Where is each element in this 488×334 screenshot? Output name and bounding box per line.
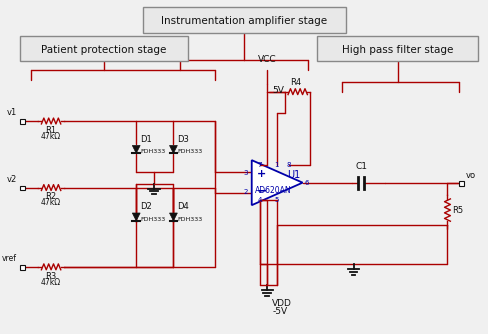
Text: R4: R4 [290, 78, 301, 87]
Text: High pass filter stage: High pass filter stage [342, 44, 453, 54]
Text: −: − [256, 185, 267, 198]
Text: vo: vo [466, 171, 476, 180]
Text: 47kΩ: 47kΩ [41, 198, 61, 207]
Text: vref: vref [2, 254, 17, 263]
Text: U1: U1 [287, 170, 300, 180]
Text: FDH333: FDH333 [177, 217, 203, 222]
Text: FDH333: FDH333 [177, 149, 203, 154]
Text: 1: 1 [274, 162, 279, 168]
Text: Instrumentation amplifier stage: Instrumentation amplifier stage [161, 16, 327, 26]
Text: 5: 5 [274, 197, 278, 203]
Text: -5V: -5V [272, 307, 287, 316]
Text: 4: 4 [257, 197, 262, 203]
Text: +: + [257, 169, 266, 179]
Text: AD620AN: AD620AN [255, 186, 291, 195]
Text: Patient protection stage: Patient protection stage [41, 44, 166, 54]
Text: C1: C1 [355, 162, 367, 171]
Polygon shape [132, 213, 140, 221]
Text: R5: R5 [452, 205, 464, 214]
Bar [459, 181, 464, 186]
Bar [20, 265, 25, 270]
Text: 7: 7 [257, 162, 262, 168]
Text: v1: v1 [7, 108, 17, 117]
Text: R1: R1 [45, 126, 57, 135]
Polygon shape [169, 213, 177, 221]
Text: VCC: VCC [258, 55, 277, 64]
Text: D4: D4 [177, 202, 189, 211]
Bar [20, 186, 25, 190]
Text: 47kΩ: 47kΩ [41, 278, 61, 287]
Text: R2: R2 [45, 192, 57, 201]
Text: FDH333: FDH333 [140, 149, 165, 154]
Text: D3: D3 [177, 135, 189, 144]
Text: D2: D2 [140, 202, 152, 211]
FancyBboxPatch shape [317, 36, 478, 61]
Polygon shape [252, 160, 303, 205]
Text: VDD: VDD [272, 299, 292, 308]
Text: D1: D1 [140, 135, 152, 144]
Text: 8: 8 [286, 162, 291, 168]
Text: v2: v2 [7, 175, 17, 184]
Text: 2: 2 [244, 189, 248, 195]
FancyBboxPatch shape [20, 36, 188, 61]
Bar [20, 119, 25, 124]
Text: 3: 3 [244, 170, 248, 176]
Text: R3: R3 [45, 272, 57, 281]
FancyBboxPatch shape [143, 7, 346, 33]
Text: FDH333: FDH333 [140, 217, 165, 222]
Text: 47kΩ: 47kΩ [41, 132, 61, 141]
Text: 6: 6 [305, 180, 309, 186]
Polygon shape [169, 146, 177, 153]
Polygon shape [132, 146, 140, 153]
Text: 5V: 5V [272, 86, 284, 95]
